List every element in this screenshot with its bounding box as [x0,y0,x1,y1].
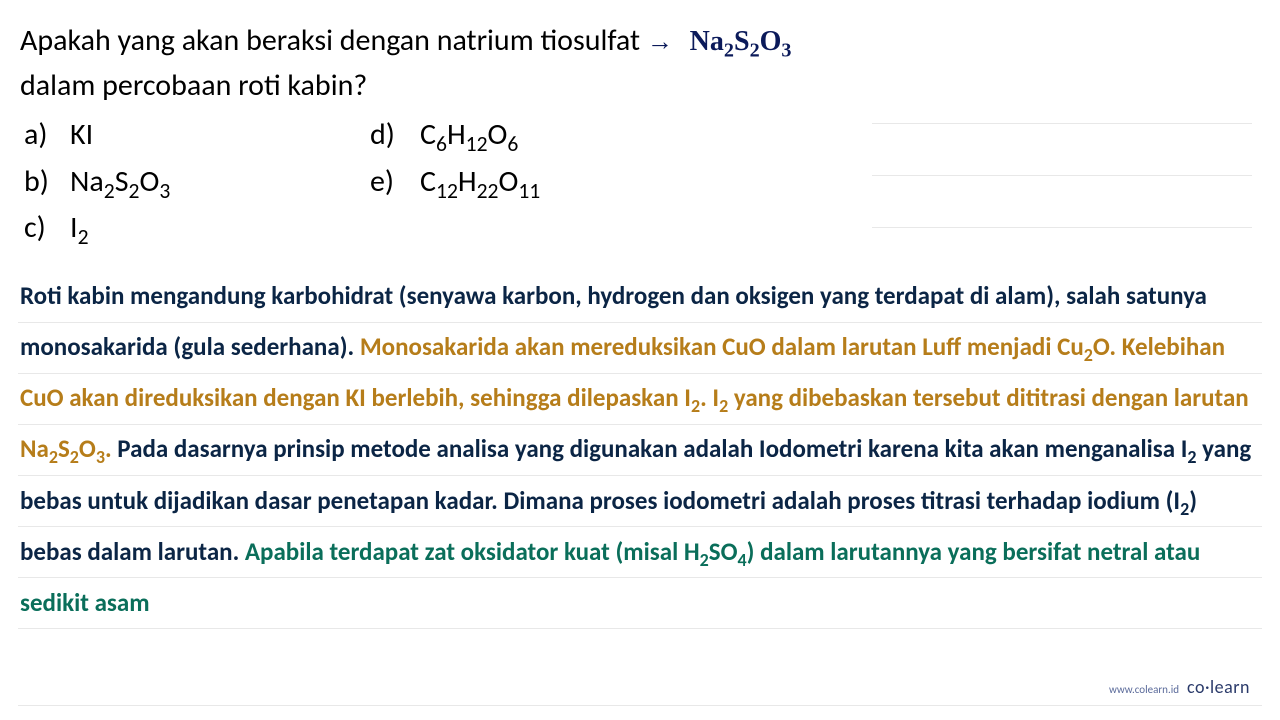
option-value: C12H22O11 [420,159,1260,206]
option-value: KI [70,112,370,159]
options-block: a) KI d) C6H12O6 b) Na2S2O3 e) C12H22O11… [20,112,1260,252]
option-label [370,205,420,252]
arrow-icon: → [647,27,673,56]
option-value: I2 [70,205,370,252]
option-value: C6H12O6 [420,112,1260,159]
question-text-1: Apakah yang akan beraksi dengan natrium … [20,22,640,59]
option-label: c) [20,205,70,252]
footer-brand: co·learn [1187,676,1250,698]
explanation-block: Roti kabin mengandung karbohidrat (senya… [20,270,1260,629]
question-line-2: dalam percobaan roti kabin? [20,63,1260,108]
option-label: e) [370,159,420,206]
question-line-1: Apakah yang akan beraksi dengan natrium … [20,18,1260,63]
option-row: a) KI d) C6H12O6 [20,112,1260,159]
option-row: c) I2 [20,205,1260,252]
footer: www.colearn.id co·learn [1109,676,1250,698]
option-label: b) [20,159,70,206]
option-row: b) Na2S2O3 e) C12H22O11 [20,159,1260,206]
footer-url: www.colearn.id [1109,683,1179,696]
option-label: a) [20,112,70,159]
option-label: d) [370,112,420,159]
handwritten-formula: Na2S2O3 [690,26,792,57]
option-value [420,205,1260,252]
question-block: Apakah yang akan beraksi dengan natrium … [20,18,1260,108]
option-value: Na2S2O3 [70,159,370,206]
